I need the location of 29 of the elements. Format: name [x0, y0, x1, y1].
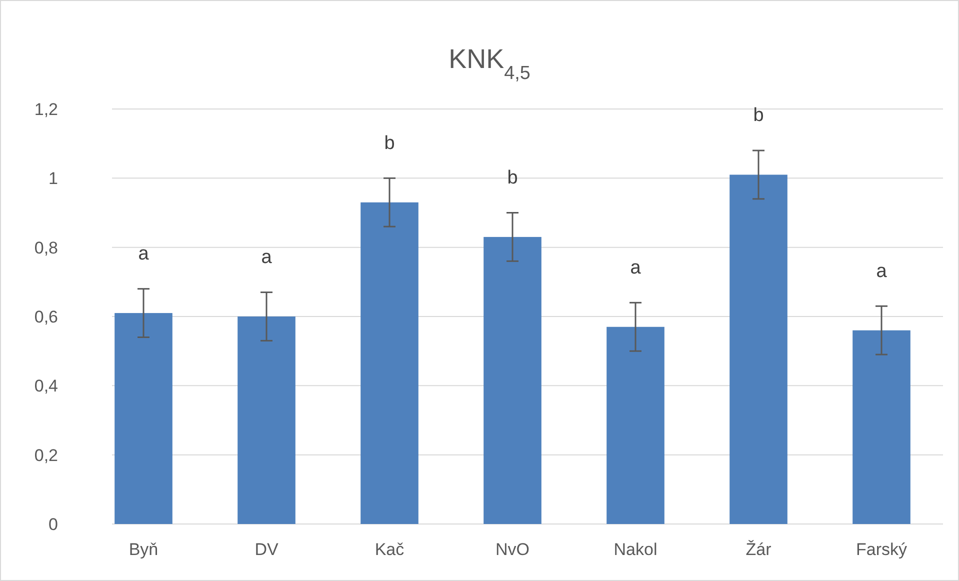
bar	[730, 174, 788, 524]
bar	[238, 316, 296, 524]
y-tick-label: 0,4	[34, 376, 58, 396]
bar	[606, 326, 664, 524]
x-tick-label: Žár	[746, 540, 772, 559]
bar	[484, 236, 542, 524]
x-tick-label: Farský	[856, 540, 908, 559]
bar	[360, 202, 418, 524]
y-tick-label: 1	[48, 169, 58, 188]
bar	[852, 330, 910, 524]
x-tick-label: NvO	[496, 540, 530, 559]
y-tick-label: 0,6	[34, 307, 58, 326]
x-tick-label: Byň	[128, 540, 158, 559]
y-tick-label: 0,2	[34, 446, 58, 465]
annotation: a	[876, 260, 888, 282]
annotation: a	[138, 243, 150, 264]
y-tick-label: 0,8	[34, 238, 58, 258]
annotation: a	[261, 246, 272, 268]
x-tick-label: Kač	[374, 540, 405, 559]
annotation: b	[507, 167, 518, 188]
annotation: b	[753, 105, 764, 126]
x-tick-label: DV	[254, 540, 279, 559]
annotation: a	[630, 257, 642, 278]
y-tick-label: 0	[48, 514, 58, 534]
chart-title: KNK$_{4,5}$	[448, 44, 530, 84]
bar	[114, 313, 172, 524]
annotation: b	[384, 132, 395, 154]
y-tick-label: 1,2	[34, 100, 58, 119]
x-tick-label: Nakol	[614, 540, 658, 559]
